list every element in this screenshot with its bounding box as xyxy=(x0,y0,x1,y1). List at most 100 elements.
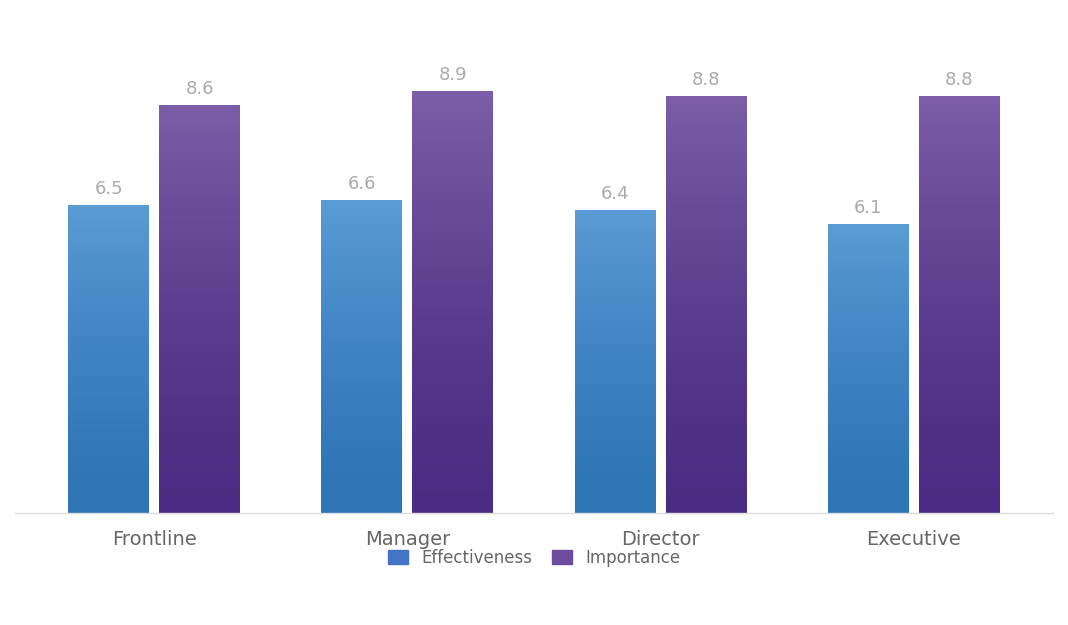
Bar xyxy=(575,341,656,342)
Bar xyxy=(68,377,150,378)
Bar xyxy=(321,388,403,389)
Bar xyxy=(68,276,150,277)
Bar xyxy=(665,469,747,470)
Bar xyxy=(68,427,150,428)
Bar xyxy=(828,372,909,374)
Bar xyxy=(68,313,150,314)
Bar xyxy=(159,271,240,272)
Bar xyxy=(918,226,1000,228)
Bar xyxy=(918,401,1000,402)
Bar xyxy=(159,174,240,176)
Bar xyxy=(68,220,150,221)
Bar xyxy=(918,253,1000,254)
Bar xyxy=(68,207,150,208)
Bar xyxy=(575,469,656,470)
Bar xyxy=(918,277,1000,278)
Bar xyxy=(575,335,656,336)
Bar xyxy=(918,173,1000,174)
Bar xyxy=(412,381,493,382)
Bar xyxy=(918,324,1000,326)
Text: 6.1: 6.1 xyxy=(854,199,882,217)
Bar xyxy=(412,121,493,122)
Bar xyxy=(159,195,240,196)
Bar xyxy=(321,478,403,479)
Bar xyxy=(575,382,656,384)
Bar xyxy=(918,432,1000,434)
Bar xyxy=(68,318,150,319)
Bar xyxy=(575,377,656,378)
Bar xyxy=(665,291,747,292)
Bar xyxy=(828,326,909,327)
Bar xyxy=(159,507,240,508)
Bar xyxy=(575,494,656,495)
Bar xyxy=(665,310,747,311)
Bar xyxy=(828,337,909,338)
Bar xyxy=(918,413,1000,414)
Bar xyxy=(412,270,493,271)
Bar xyxy=(828,351,909,352)
Bar xyxy=(828,402,909,403)
Bar xyxy=(412,446,493,448)
Bar xyxy=(665,311,747,313)
Bar xyxy=(321,316,403,317)
Bar xyxy=(828,354,909,355)
Bar xyxy=(575,294,656,295)
Bar xyxy=(159,444,240,446)
Bar xyxy=(665,332,747,334)
Bar xyxy=(665,158,747,160)
Bar xyxy=(665,272,747,274)
Bar xyxy=(321,296,403,298)
Bar xyxy=(159,177,240,179)
Bar xyxy=(828,479,909,481)
Bar xyxy=(665,139,747,140)
Bar xyxy=(828,387,909,388)
Bar xyxy=(918,203,1000,204)
Bar xyxy=(665,222,747,224)
Bar xyxy=(828,388,909,389)
Bar xyxy=(665,171,747,172)
Bar xyxy=(665,225,747,227)
Bar xyxy=(68,309,150,310)
Bar xyxy=(665,356,747,357)
Bar xyxy=(412,267,493,268)
Bar xyxy=(828,445,909,446)
Bar xyxy=(159,454,240,455)
Bar xyxy=(412,115,493,116)
Bar xyxy=(159,499,240,500)
Bar xyxy=(665,183,747,185)
Bar xyxy=(828,435,909,436)
Bar xyxy=(321,281,403,282)
Bar xyxy=(828,397,909,398)
Bar xyxy=(68,378,150,379)
Bar xyxy=(412,351,493,353)
Bar xyxy=(321,308,403,309)
Bar xyxy=(159,470,240,471)
Bar xyxy=(665,175,747,176)
Bar xyxy=(412,356,493,357)
Bar xyxy=(665,167,747,168)
Bar xyxy=(321,201,403,202)
Bar xyxy=(575,250,656,251)
Bar xyxy=(321,399,403,401)
Bar xyxy=(68,224,150,226)
Bar xyxy=(159,128,240,130)
Bar xyxy=(828,306,909,307)
Bar xyxy=(575,462,656,464)
Bar xyxy=(159,387,240,388)
Bar xyxy=(918,396,1000,398)
Bar xyxy=(321,226,403,228)
Bar xyxy=(575,467,656,468)
Bar xyxy=(412,396,493,398)
Bar xyxy=(665,286,747,288)
Bar xyxy=(68,221,150,222)
Bar xyxy=(412,421,493,422)
Bar xyxy=(828,342,909,344)
Bar xyxy=(828,438,909,439)
Bar xyxy=(918,359,1000,360)
Bar xyxy=(918,504,1000,505)
Bar xyxy=(68,310,150,311)
Bar xyxy=(665,454,747,455)
Bar xyxy=(412,411,493,412)
Bar xyxy=(68,331,150,332)
Bar xyxy=(665,196,747,198)
